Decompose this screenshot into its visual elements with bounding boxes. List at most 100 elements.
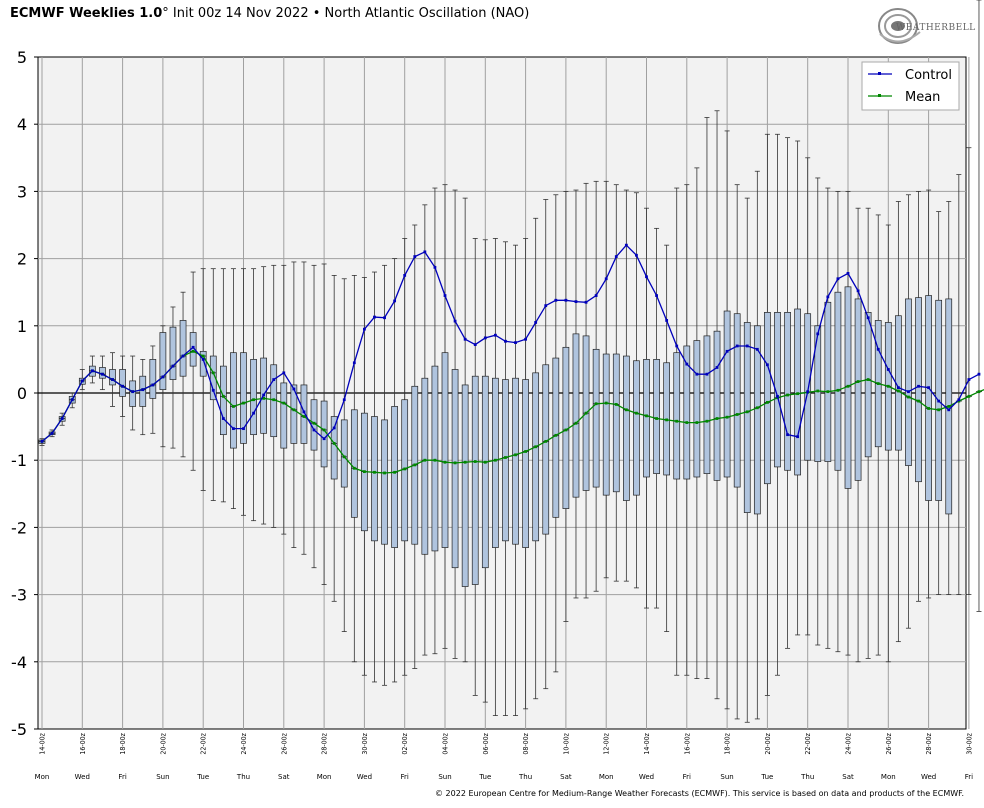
mean-point: [272, 398, 276, 402]
ensemble-box: [824, 301, 832, 462]
y-tick-label: 0: [17, 384, 27, 403]
ensemble-box: [240, 352, 247, 444]
control-point: [685, 362, 689, 366]
control-point: [856, 289, 860, 293]
x-day-label: Sun: [720, 773, 733, 781]
control-point: [191, 345, 195, 349]
legend-mean-marker: [878, 94, 881, 97]
x-tick-label: 22-00z: [200, 732, 208, 754]
ensemble-box: [864, 312, 872, 458]
control-point: [131, 390, 135, 394]
mean-point: [282, 401, 286, 405]
legend-mean-label: Mean: [905, 90, 940, 105]
mean-point: [352, 466, 356, 470]
x-tick-label: 30-00z: [361, 732, 369, 754]
y-tick-label: -1: [11, 451, 27, 470]
ensemble-box: [431, 365, 439, 552]
control-point: [755, 347, 759, 351]
control-point: [141, 388, 145, 392]
mean-point: [836, 388, 840, 392]
control-point: [504, 339, 507, 343]
x-day-label: Fri: [401, 773, 409, 781]
x-day-label: Thu: [236, 773, 250, 781]
x-tick-label: 20-00z: [764, 732, 772, 754]
control-point: [665, 319, 669, 322]
ensemble-box: [280, 382, 288, 449]
mean-point: [745, 410, 749, 414]
mean-point: [977, 390, 981, 394]
ensemble-box: [159, 332, 167, 390]
ensemble-box: [683, 345, 691, 480]
mean-point: [473, 460, 477, 463]
ensemble-box: [209, 355, 217, 401]
mean-point: [363, 470, 366, 474]
control-point: [947, 408, 951, 412]
ensemble-box: [481, 375, 489, 569]
mean-point: [846, 384, 850, 388]
x-tick-label: 26-00z: [885, 732, 893, 754]
ensemble-box: [673, 352, 681, 480]
control-point: [514, 341, 517, 344]
legend-control-marker: [878, 72, 881, 75]
x-day-label: Mon: [35, 773, 50, 781]
control-point: [836, 277, 840, 281]
x-tick-label: 14-00z: [643, 732, 651, 754]
ensemble-box: [199, 350, 207, 377]
legend-control-label: Control: [905, 68, 952, 83]
x-tick-label: 20-00z: [159, 732, 167, 754]
ensemble-box: [552, 357, 560, 518]
y-tick-label: -4: [11, 653, 27, 672]
ensemble-box: [471, 375, 479, 585]
x-ticks: 14-00z Mon 16-00z Wed 18-00z Fri 20-00z Sun 22-0…: [35, 732, 974, 781]
control-point: [544, 304, 548, 308]
control-point: [806, 390, 810, 394]
x-day-label: Tue: [478, 773, 491, 781]
control-point: [221, 417, 225, 420]
mean-point: [201, 354, 205, 358]
ensemble-box: [169, 326, 177, 380]
control-point: [927, 386, 930, 390]
control-point: [967, 378, 971, 381]
x-tick-label: 10-00z: [562, 732, 570, 754]
mean-point: [635, 411, 638, 415]
mean-point: [403, 467, 407, 471]
mean-point: [534, 445, 538, 449]
ensemble-box: [572, 333, 580, 498]
ensemble-box: [139, 375, 147, 407]
ensemble-box: [371, 416, 378, 542]
control-point: [957, 398, 961, 402]
y-ticks: 5 4 3 2 1 0 -1 -2 -3 -4 -5: [11, 48, 38, 739]
control-point: [614, 255, 618, 258]
mean-point: [947, 405, 951, 408]
ensemble-box: [854, 298, 862, 481]
ensemble-box: [915, 297, 922, 483]
control-point: [886, 368, 890, 371]
control-point: [635, 253, 638, 257]
mean-point: [624, 408, 628, 412]
mean-point: [725, 415, 729, 419]
x-day-label: Wed: [921, 773, 936, 781]
x-tick-label: 30-00z: [965, 732, 973, 754]
mean-point: [211, 371, 215, 375]
x-tick-label: 24-00z: [845, 732, 853, 754]
mean-point: [614, 403, 618, 406]
control-point: [453, 319, 457, 323]
ensemble-box: [643, 359, 650, 478]
control-point: [90, 369, 94, 373]
chart-title-rest: ° Init 00z 14 Nov 2022 • North Atlantic …: [162, 6, 530, 21]
x-day-label: Fri: [965, 773, 973, 781]
mean-point: [907, 395, 910, 399]
x-tick-label: 26-00z: [280, 732, 288, 754]
control-point: [272, 378, 276, 381]
control-point: [322, 437, 326, 441]
mean-point: [453, 461, 457, 465]
x-day-label: Mon: [881, 773, 896, 781]
ensemble-box: [320, 400, 328, 468]
control-point: [816, 332, 820, 336]
ensemble-box: [834, 291, 842, 471]
mean-point: [483, 460, 487, 464]
mean-point: [705, 419, 709, 423]
control-point: [564, 298, 568, 302]
mean-point: [675, 419, 679, 423]
